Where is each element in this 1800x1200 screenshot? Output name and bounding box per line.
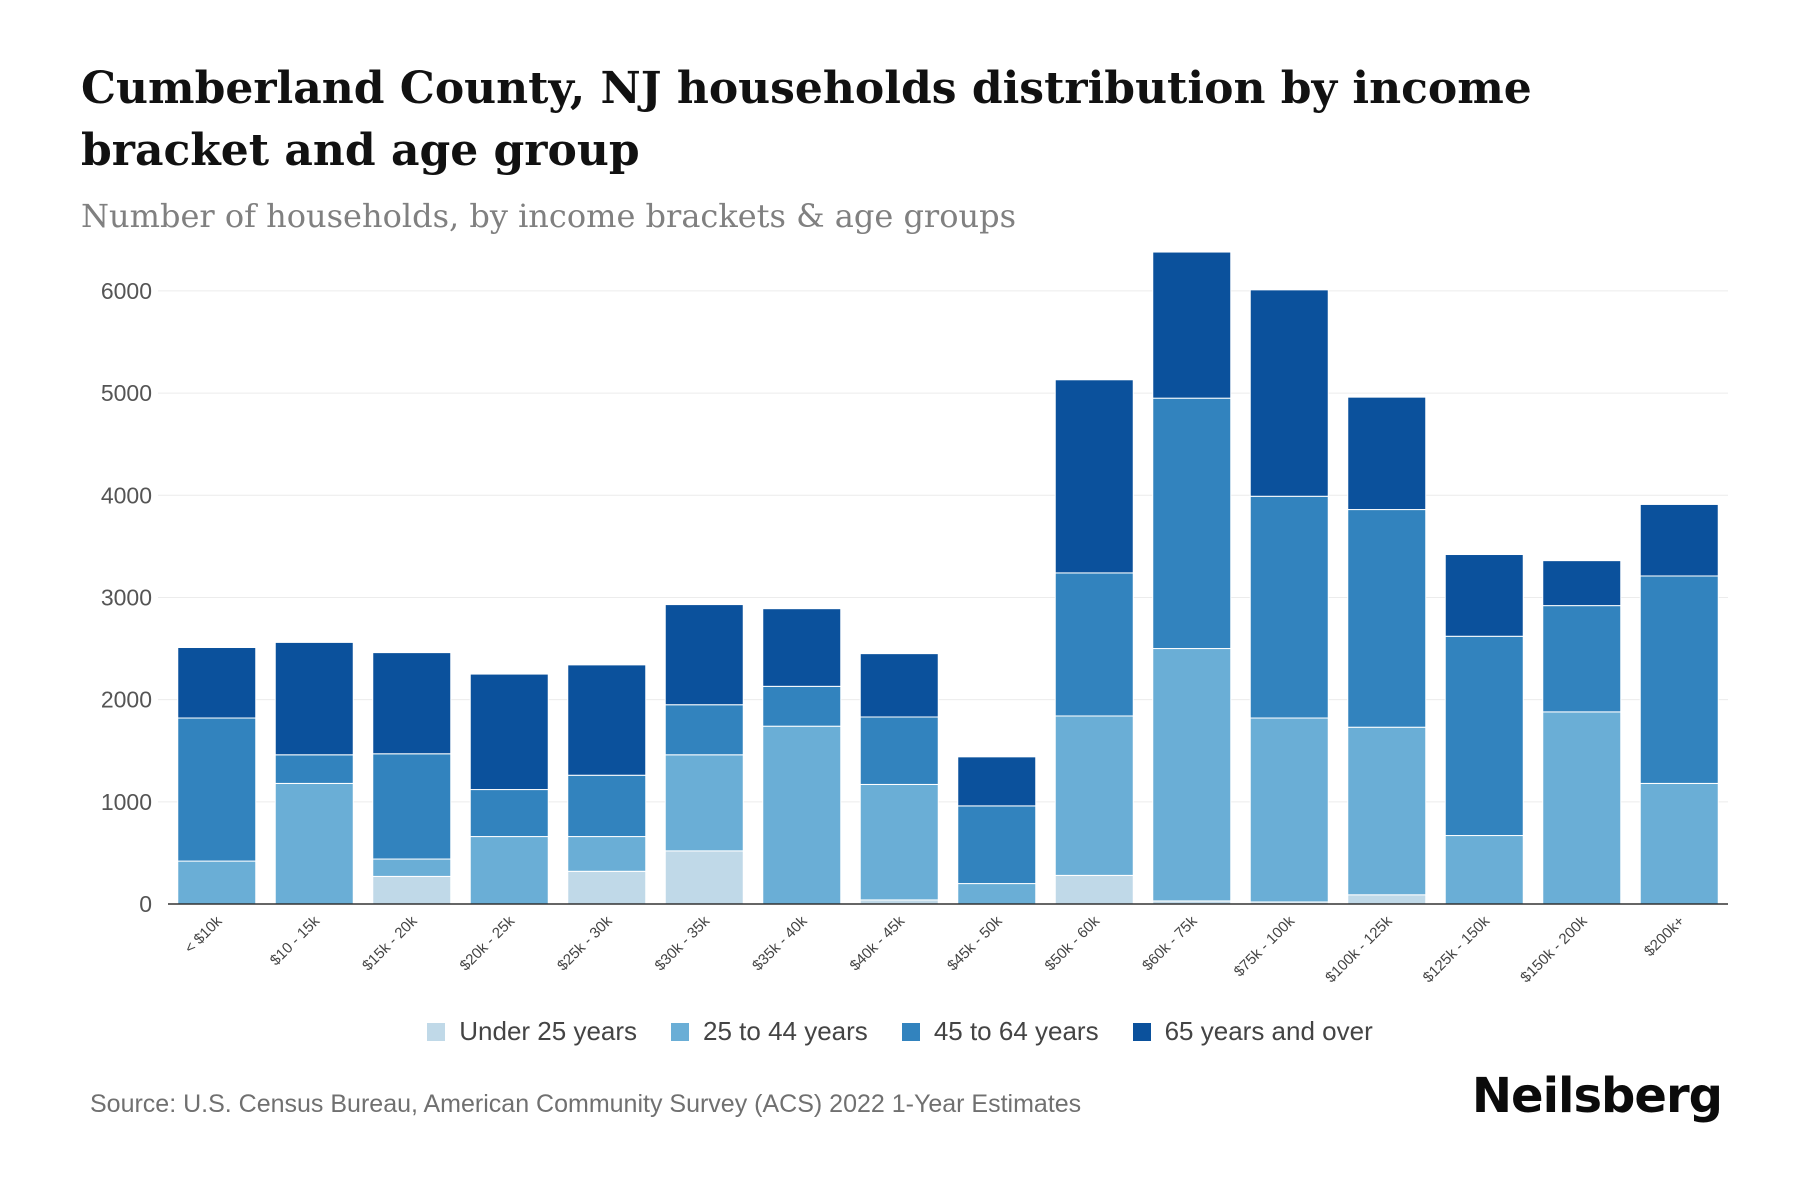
x-tick-label: $75k - 100k xyxy=(1231,912,1299,980)
source-note: Source: U.S. Census Bureau, American Com… xyxy=(90,1090,1082,1118)
legend-label: 25 to 44 years xyxy=(703,1016,868,1046)
bar-segment xyxy=(1152,648,1232,902)
legend-label: 65 years and over xyxy=(1164,1016,1373,1046)
bar-segment xyxy=(1542,711,1622,905)
x-tick-label: $100k - 125k xyxy=(1322,912,1396,986)
bar-segment xyxy=(1347,396,1427,511)
bar-segment xyxy=(1542,605,1622,713)
bar-segment xyxy=(1347,509,1427,728)
bar-segment xyxy=(859,716,939,785)
bar-segment xyxy=(859,653,939,718)
bar-segment xyxy=(1347,726,1427,896)
bar-segment xyxy=(372,858,452,877)
bar-segment xyxy=(274,782,354,905)
brand-logo: Neilsberg xyxy=(1471,1068,1723,1124)
bar-segment xyxy=(1249,495,1329,719)
bar-segment xyxy=(1249,717,1329,903)
legend-label: 45 to 64 years xyxy=(933,1016,1099,1046)
x-tick-label: $15k - 20k xyxy=(359,912,421,974)
bar-segment xyxy=(1542,560,1622,607)
x-tick-label: $40k - 45k xyxy=(847,912,909,974)
x-tick-label: $45k - 50k xyxy=(944,912,1006,974)
legend-item-45-to-64: 45 to 64 years xyxy=(901,1016,1099,1047)
bar-segment xyxy=(1639,782,1719,905)
y-tick-label: 4000 xyxy=(101,482,152,508)
bars xyxy=(177,251,1719,905)
bar-segment xyxy=(1152,397,1232,650)
bar-segment xyxy=(957,805,1037,885)
bar-segment xyxy=(957,883,1037,905)
legend-swatch xyxy=(427,1022,446,1041)
y-tick-label: 0 xyxy=(139,891,152,917)
bar-segment xyxy=(177,860,257,905)
chart-title: Cumberland County, NJ households distrib… xyxy=(81,63,1532,176)
y-tick-label: 2000 xyxy=(101,687,152,713)
x-tick-label: $60k - 75k xyxy=(1139,912,1201,974)
bar-segment xyxy=(1054,715,1134,876)
bar-segment xyxy=(1347,894,1427,905)
bar-segment xyxy=(177,647,257,719)
legend-label: Under 25 years xyxy=(459,1016,638,1046)
bar-segment xyxy=(957,756,1037,807)
bar-segment xyxy=(567,774,647,838)
y-tick-label: 6000 xyxy=(101,278,152,304)
x-tick-label: < $10k xyxy=(181,912,226,957)
chart-subtitle: Number of households, by income brackets… xyxy=(81,197,1016,235)
x-tick-label: $35k - 40k xyxy=(749,912,811,974)
bar-segment xyxy=(762,725,842,905)
x-tick-label: $50k - 60k xyxy=(1042,912,1104,974)
bar-segment xyxy=(567,664,647,776)
bar-segment xyxy=(1639,503,1719,577)
x-tick-label: $10 - 15k xyxy=(267,912,324,969)
x-tick-label: $200k+ xyxy=(1641,913,1688,960)
bar-segment xyxy=(1054,572,1134,717)
x-axis: < $10k $10 - 15k $15k - 20k $20k - 25k $25k … xyxy=(168,903,1728,986)
legend-swatch xyxy=(671,1022,690,1041)
bar-segment xyxy=(177,717,257,862)
bar-segment xyxy=(274,754,354,784)
bar-segment xyxy=(1639,575,1719,784)
bar-segment xyxy=(567,836,647,872)
bar-segment xyxy=(762,608,842,687)
bar-segment xyxy=(372,652,452,755)
y-tick-label: 1000 xyxy=(101,789,152,815)
bar-segment xyxy=(664,754,744,852)
legend-item-25-to-44: 25 to 44 years xyxy=(671,1016,868,1047)
legend-item-under-25: Under 25 years xyxy=(427,1016,637,1047)
legend-swatch xyxy=(1132,1022,1151,1041)
x-tick-label: $25k - 30k xyxy=(554,912,616,974)
x-tick-label: $20k - 25k xyxy=(457,912,519,974)
bar-segment xyxy=(1152,251,1232,399)
bar-segment xyxy=(1444,835,1524,905)
bar-segment xyxy=(469,673,549,791)
y-axis-ticks: 0 1000 2000 3000 4000 5000 6000 xyxy=(101,278,152,917)
y-tick-label: 3000 xyxy=(101,584,152,610)
legend: Under 25 years 25 to 44 years 45 to 64 y… xyxy=(0,1016,1800,1047)
y-tick-label: 5000 xyxy=(101,380,152,406)
bar-segment xyxy=(372,875,452,905)
bar-segment xyxy=(664,604,744,706)
bar-segment xyxy=(567,870,647,905)
bar-segment xyxy=(1249,289,1329,497)
x-tick-label: $150k - 200k xyxy=(1517,912,1591,986)
bar-segment xyxy=(664,704,744,756)
bar-segment xyxy=(274,641,354,756)
bar-segment xyxy=(1054,379,1134,574)
bar-segment xyxy=(1444,554,1524,637)
bar-segment xyxy=(372,753,452,860)
bar-segment xyxy=(1054,874,1134,905)
bar-segment xyxy=(469,836,549,905)
x-tick-label: $30k - 35k xyxy=(652,912,714,974)
x-tick-label: $125k - 150k xyxy=(1420,912,1494,986)
legend-item-65-and-over: 65 years and over xyxy=(1132,1016,1373,1047)
bar-segment xyxy=(664,850,744,905)
bar-segment xyxy=(469,789,549,838)
bar-segment xyxy=(859,783,939,901)
bar-segment xyxy=(1444,635,1524,837)
bar-segment xyxy=(762,685,842,727)
legend-swatch xyxy=(901,1022,920,1041)
stacked-bar-chart: 0 1000 2000 3000 4000 5000 6000 < $10k $10 - 15… xyxy=(101,251,1728,986)
